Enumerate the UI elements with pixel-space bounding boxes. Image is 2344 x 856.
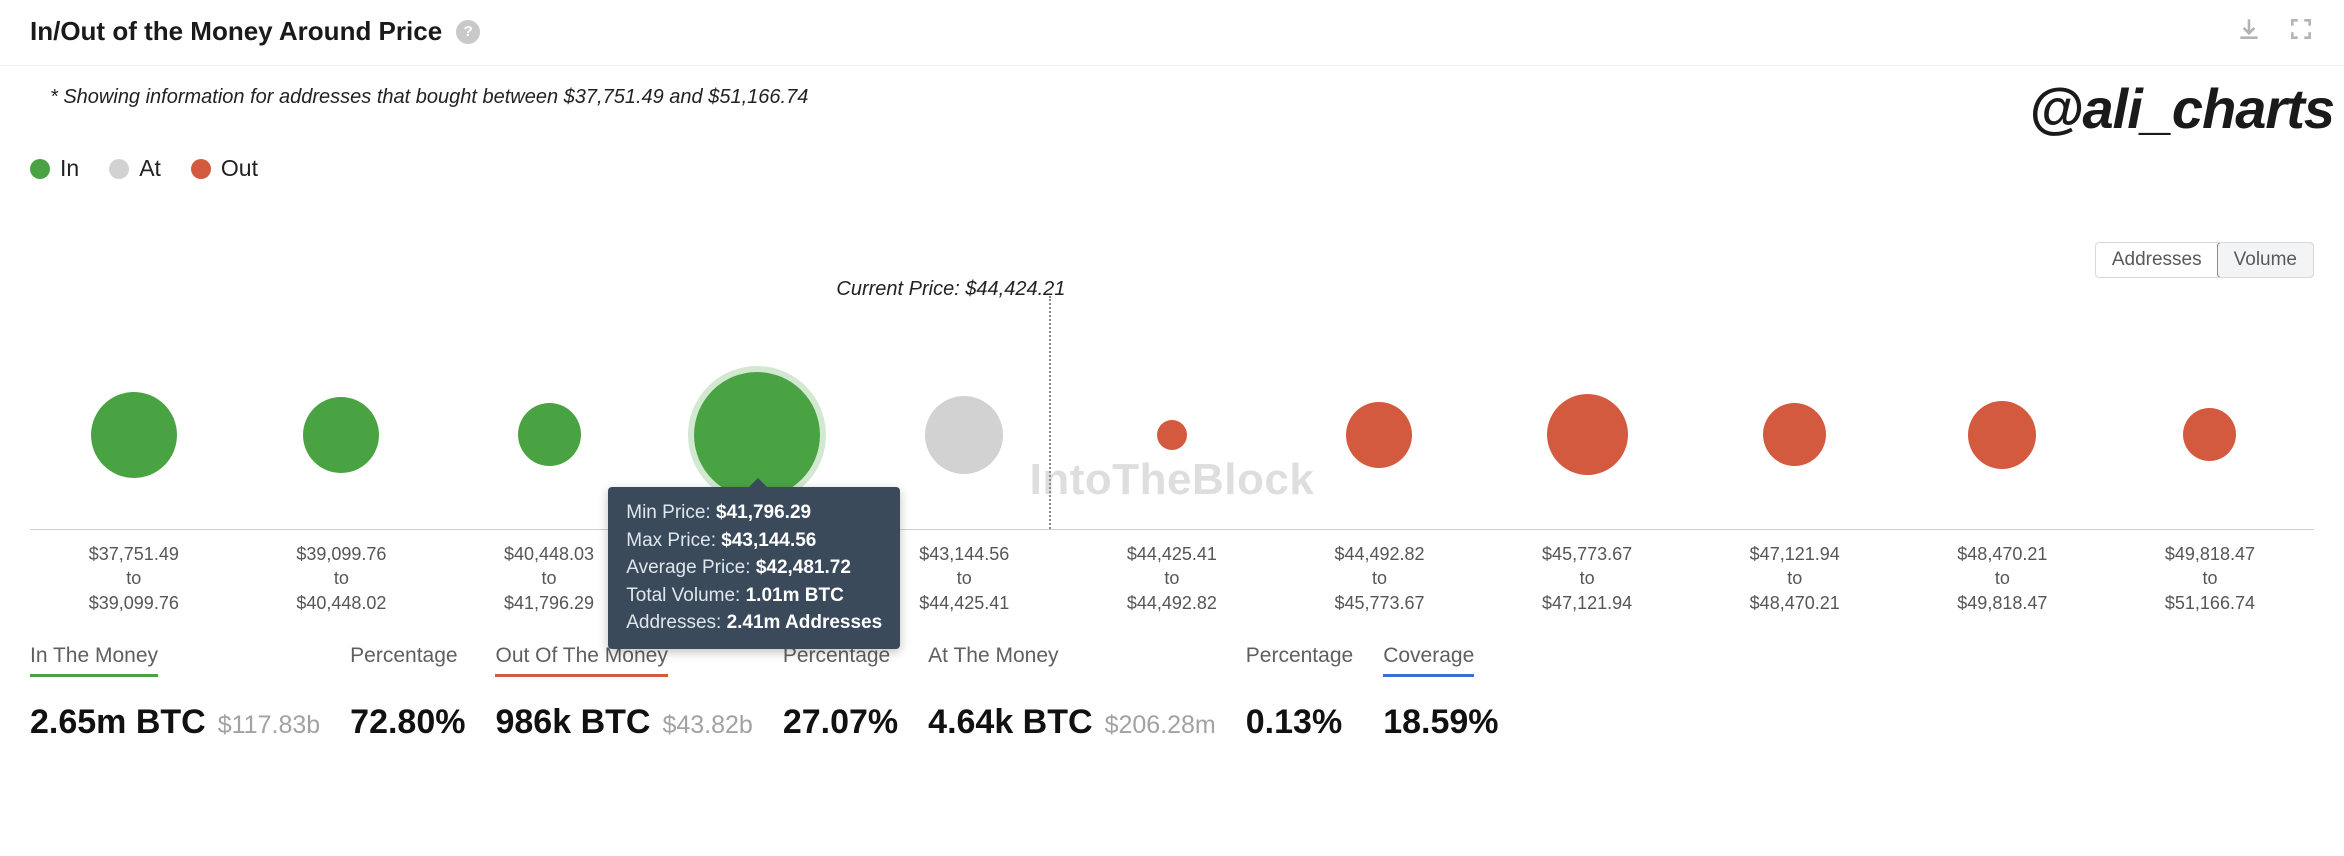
toggle-addresses[interactable]: Addresses bbox=[2096, 243, 2218, 277]
legend-dot-icon bbox=[30, 159, 50, 179]
expand-icon[interactable] bbox=[2288, 16, 2314, 47]
bubble-slot[interactable] bbox=[1899, 340, 2107, 529]
price-range-label: $44,492.82to$45,773.67 bbox=[1276, 542, 1484, 615]
legend: In At Out bbox=[0, 109, 2344, 182]
stat-value: 18.59% bbox=[1383, 703, 1498, 742]
bubble-out[interactable] bbox=[1157, 420, 1187, 450]
legend-label: At bbox=[139, 155, 161, 182]
legend-item[interactable]: Out bbox=[191, 155, 258, 182]
bubble-out[interactable] bbox=[2183, 408, 2236, 461]
price-range-label: $49,818.47to$51,166.74 bbox=[2106, 542, 2314, 615]
bubble-slot[interactable] bbox=[238, 340, 446, 529]
price-range-label: $45,773.67to$47,121.94 bbox=[1483, 542, 1691, 615]
download-icon[interactable] bbox=[2236, 16, 2262, 47]
stat-block: Coverage 18.59% bbox=[1383, 644, 1528, 742]
price-range-label: $44,425.41to$44,492.82 bbox=[1068, 542, 1276, 615]
stat-block: Percentage 0.13% bbox=[1246, 644, 1383, 742]
price-range-label: $48,470.21to$49,818.47 bbox=[1899, 542, 2107, 615]
bubble-slot[interactable] bbox=[2106, 340, 2314, 529]
attribution-handle: @ali_charts bbox=[2029, 76, 2334, 141]
bubble-in[interactable] bbox=[91, 392, 177, 478]
stat-block: Out Of The Money 986k BTC $43.82b bbox=[495, 644, 782, 742]
current-price-label: Current Price: $44,424.21 bbox=[765, 278, 1065, 301]
stat-value: 4.64k BTC bbox=[928, 703, 1092, 742]
bubble-slot[interactable] bbox=[1691, 340, 1899, 529]
legend-dot-icon bbox=[191, 159, 211, 179]
showing-range-note: * Showing information for addresses that… bbox=[50, 86, 808, 109]
bubble-chart: Current Price: $44,424.21 IntoTheBlock $… bbox=[0, 278, 2344, 604]
bubble-out[interactable] bbox=[1763, 403, 1826, 466]
bubble-slot[interactable] bbox=[1276, 340, 1484, 529]
bubble-slot[interactable] bbox=[1483, 340, 1691, 529]
stat-value: 986k BTC bbox=[495, 703, 650, 742]
stat-block: Percentage 27.07% bbox=[783, 644, 928, 742]
bubble-slot[interactable] bbox=[30, 340, 238, 529]
stat-value: 27.07% bbox=[783, 703, 898, 742]
bubble-at[interactable] bbox=[925, 396, 1003, 474]
stat-label: Percentage bbox=[1246, 644, 1353, 677]
stat-label: Coverage bbox=[1383, 644, 1474, 677]
stat-subvalue: $43.82b bbox=[662, 711, 752, 740]
bubble-out[interactable] bbox=[1968, 401, 2036, 469]
stat-value: 2.65m BTC bbox=[30, 703, 206, 742]
bubble-out[interactable] bbox=[1547, 394, 1628, 475]
legend-label: Out bbox=[221, 155, 258, 182]
stat-block: Percentage 72.80% bbox=[350, 644, 495, 742]
bubble-in[interactable] bbox=[518, 403, 581, 466]
bucket-tooltip: Min Price: $41,796.29Max Price: $43,144.… bbox=[608, 487, 900, 649]
price-range-label: $37,751.49to$39,099.76 bbox=[30, 542, 238, 615]
stat-label: Percentage bbox=[350, 644, 457, 677]
stat-label: In The Money bbox=[30, 644, 158, 677]
bubble-in[interactable] bbox=[303, 397, 379, 473]
chart-title: In/Out of the Money Around Price bbox=[30, 16, 442, 47]
current-price-divider bbox=[1049, 296, 1051, 529]
stat-value: 72.80% bbox=[350, 703, 465, 742]
help-icon[interactable]: ? bbox=[456, 20, 480, 44]
stat-value: 0.13% bbox=[1246, 703, 1342, 742]
toggle-volume[interactable]: Volume bbox=[2217, 242, 2314, 278]
bubble-slot[interactable] bbox=[1068, 340, 1276, 529]
bubble-out[interactable] bbox=[1346, 402, 1412, 468]
price-range-label: $39,099.76to$40,448.02 bbox=[238, 542, 446, 615]
stat-block: In The Money 2.65m BTC $117.83b bbox=[30, 644, 350, 742]
metric-toggle: AddressesVolume bbox=[2095, 242, 2314, 278]
stat-label: Percentage bbox=[783, 644, 890, 677]
legend-label: In bbox=[60, 155, 79, 182]
legend-item[interactable]: In bbox=[30, 155, 79, 182]
stat-label: Out Of The Money bbox=[495, 644, 667, 677]
legend-dot-icon bbox=[109, 159, 129, 179]
stat-subvalue: $117.83b bbox=[218, 711, 320, 740]
stat-label: At The Money bbox=[928, 644, 1058, 677]
summary-stats: In The Money 2.65m BTC $117.83b Percentage 7… bbox=[0, 604, 2344, 742]
stat-subvalue: $206.28m bbox=[1105, 711, 1216, 740]
stat-block: At The Money 4.64k BTC $206.28m bbox=[928, 644, 1246, 742]
chart-header: In/Out of the Money Around Price ? bbox=[0, 0, 2344, 66]
price-range-label: $47,121.94to$48,470.21 bbox=[1691, 542, 1899, 615]
legend-item[interactable]: At bbox=[109, 155, 161, 182]
